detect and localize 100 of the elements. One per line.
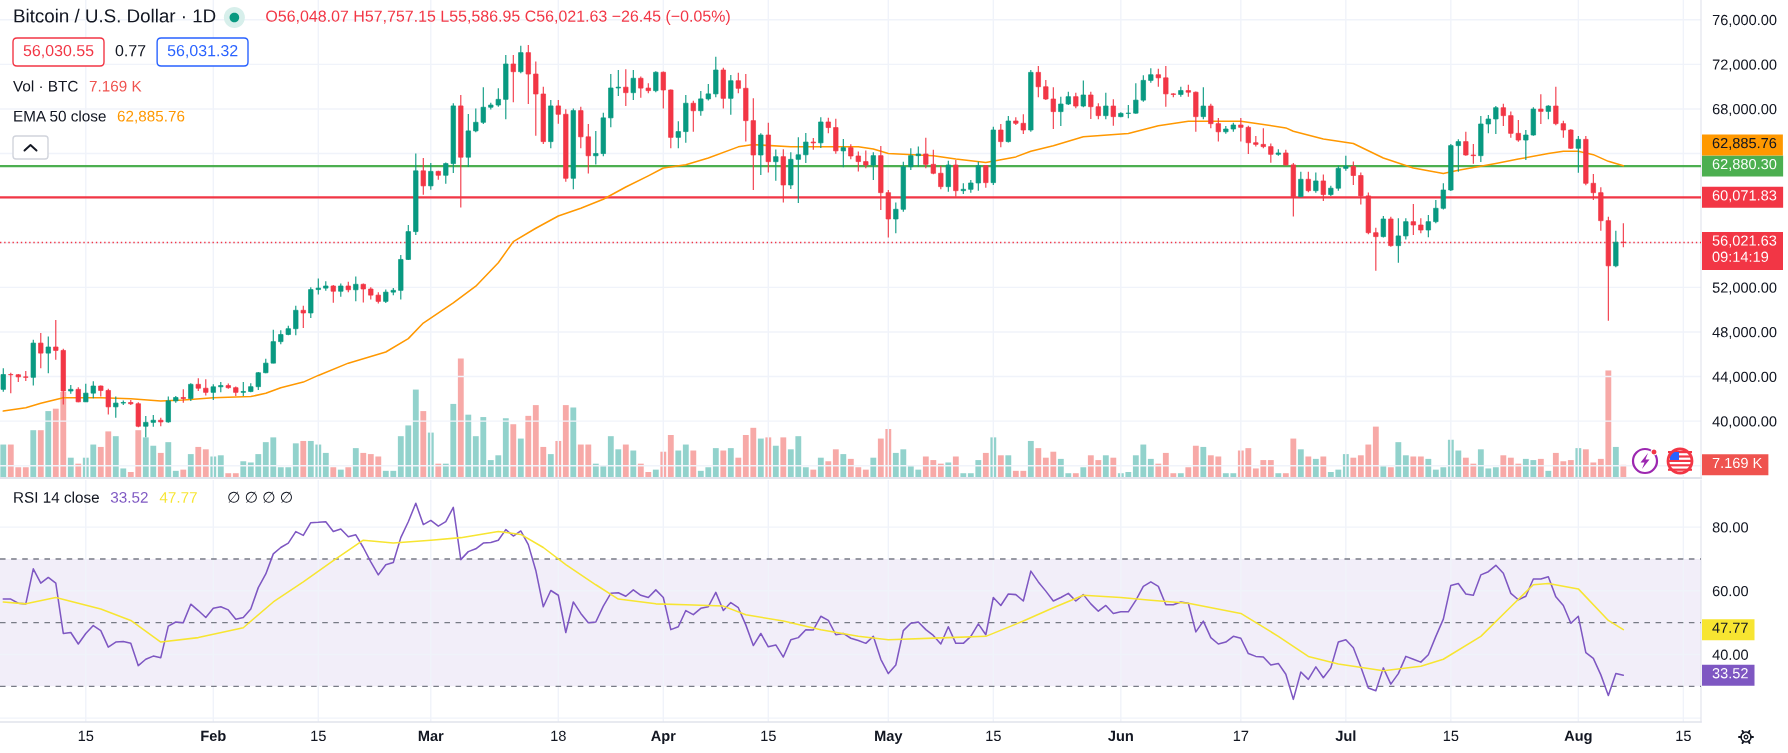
bar [1567,460,1574,478]
candlestick [1005,115,1011,144]
bar [465,414,472,478]
bar [945,462,952,478]
candlestick [293,305,299,336]
candlestick [870,151,876,181]
ref-line-label: 56,021.63 09:14:19 [1712,235,1777,262]
candlestick [1620,222,1626,248]
x-tick-label: 17 [1233,730,1249,741]
candlestick [728,74,734,116]
bar [165,442,172,478]
x-tick-label: Mar [418,730,444,742]
bar [1185,467,1192,478]
candlestick [518,45,524,74]
bar [45,411,52,478]
x-tick-label: May [875,730,903,744]
annotation: 0.77 [115,44,146,57]
bar [67,457,74,478]
bar [157,452,164,478]
ref-line-label: 60,071.83 [1712,190,1777,203]
candlestick [1613,230,1619,268]
bar [1035,448,1042,478]
candlestick [833,118,839,155]
candlestick [1575,135,1581,174]
candlestick [840,138,846,168]
bar [1080,467,1087,478]
bar [772,445,779,478]
bar [667,434,674,478]
bar [735,457,742,478]
candlestick [1500,103,1506,127]
bar [240,461,247,478]
candlestick [428,162,434,191]
bar [1147,458,1154,478]
candlestick [945,160,951,193]
bar [1410,456,1417,478]
x-tick-label: Aug [1564,730,1592,744]
ref-line-label: 62,880.30 [1712,158,1777,171]
bar [802,467,809,478]
candlestick [1298,171,1304,198]
text: 7.169 K [1712,457,1763,469]
bar [292,443,299,478]
bar [952,456,959,478]
bar [1350,457,1357,478]
candlestick [38,332,44,369]
x-tick-label: Jul [1335,730,1356,742]
text: 33.52 [1712,668,1748,679]
x-tick-label: 15 [986,730,1001,742]
bar [322,452,329,478]
candlestick [773,148,779,182]
bar [457,358,464,478]
bar [570,407,577,478]
candlestick [713,56,719,98]
bar [502,418,509,478]
line-series [2,530,1625,672]
candlestick [675,120,681,149]
annotation: 56,030.55 [23,44,94,59]
candlestick [1350,160,1356,186]
annotation: 47.77 [159,492,197,503]
candlestick [525,44,531,105]
y-tick-label: 48,000.00 [1712,327,1777,340]
bar [840,454,847,478]
bar [825,461,832,478]
bar [622,444,629,478]
bar [817,457,824,478]
bar [1612,446,1619,478]
chart-title: Bitcoin / U.S. Dollar · 1D [14,8,216,23]
candlestick [818,116,824,149]
x-tick-label: 18 [551,730,566,742]
x-tick-label: 15 [1676,730,1691,742]
bar [757,438,764,478]
bar [1192,445,1199,478]
candlestick [1425,214,1431,238]
bar [1492,467,1499,478]
bar [1267,460,1274,478]
bar [780,437,787,478]
candlestick [1103,92,1109,120]
bar [832,449,839,478]
bar [690,450,697,478]
candlestick [938,165,944,190]
chart-title: Vol · BTC [13,80,78,92]
bar [1297,449,1304,478]
candlestick [300,305,306,329]
annotation: ∅ ∅ ∅ ∅ [228,491,292,503]
candlestick [735,72,741,94]
candlestick [1380,215,1386,239]
candlestick [1305,171,1311,193]
bar [517,438,524,478]
bar [982,452,989,478]
text: 62,885.76 [1712,137,1777,150]
candlestick [1410,203,1416,236]
candlestick [1268,143,1274,164]
candlestick [690,100,696,133]
candlestick [1538,93,1544,125]
y-tick-label: 44,000.00 [1712,371,1777,384]
x-tick-label: Apr [651,730,676,744]
bar [30,430,37,478]
x-tick-label: 15 [78,730,94,742]
bar [1320,456,1327,478]
bar [1005,455,1012,478]
candlestick [360,282,366,303]
